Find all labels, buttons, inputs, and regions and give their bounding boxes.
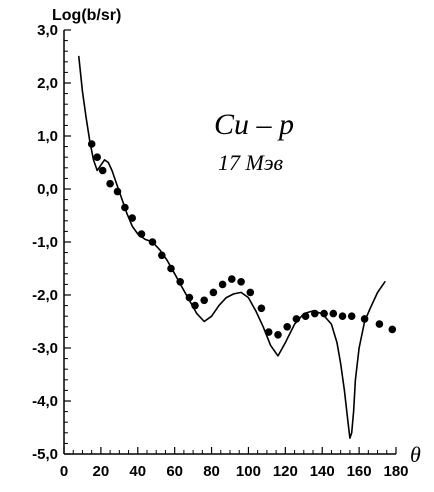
x-tick-label: 0 [60,463,68,480]
data-point [375,320,384,328]
y-tick-label: 3,0 [37,22,58,39]
x-tick-label: 160 [347,463,372,480]
data-point [98,166,107,175]
data-point [209,288,218,297]
y-tick-label: 0,0 [37,181,58,198]
data-point [274,331,282,339]
data-point [257,304,266,313]
annotation-sub: 17 Мэв [218,150,284,175]
axes: -5,0 -4,0 -3,0 -2,0 -1,0 0,0 1,0 2,0 3,0 0 20 40 60 8… [32,22,408,480]
data-point [228,275,236,283]
x-tick-label: 80 [203,463,220,480]
data-point [283,323,292,331]
series-group [78,55,397,439]
data-point [320,309,328,318]
data-point [237,278,245,286]
x-tick-label: 20 [93,463,110,480]
data-point [158,251,166,260]
data-point [106,179,114,188]
x-tick-label: 60 [166,463,183,480]
data-point [93,153,101,161]
y-axis-title: Log(b/sr) [52,7,121,24]
x-tick-label: 140 [310,463,335,480]
data-point [200,296,208,305]
data-point [246,288,255,297]
x-tick-label: 100 [236,463,261,480]
y-tick-label: 1,0 [37,128,58,145]
data-point [388,325,397,334]
y-tick-label: -2,0 [32,287,58,304]
theory-curve [78,55,386,439]
data-point [338,312,347,321]
x-tick-label: 120 [273,463,298,480]
y-tick-label: -3,0 [32,340,58,357]
x-axis-title: θ [410,442,421,467]
y-tick-label: -4,0 [32,393,58,410]
data-point [347,312,356,321]
data-point [218,280,227,289]
x-tick-label: 40 [129,463,146,480]
data-point [329,309,338,318]
y-tick-label: -5,0 [32,446,58,463]
annotation-main: Cu – p [214,108,294,141]
y-tick-label: 2,0 [37,75,58,92]
x-tick-label: 180 [383,463,408,480]
y-tick-label: -1,0 [32,234,58,251]
